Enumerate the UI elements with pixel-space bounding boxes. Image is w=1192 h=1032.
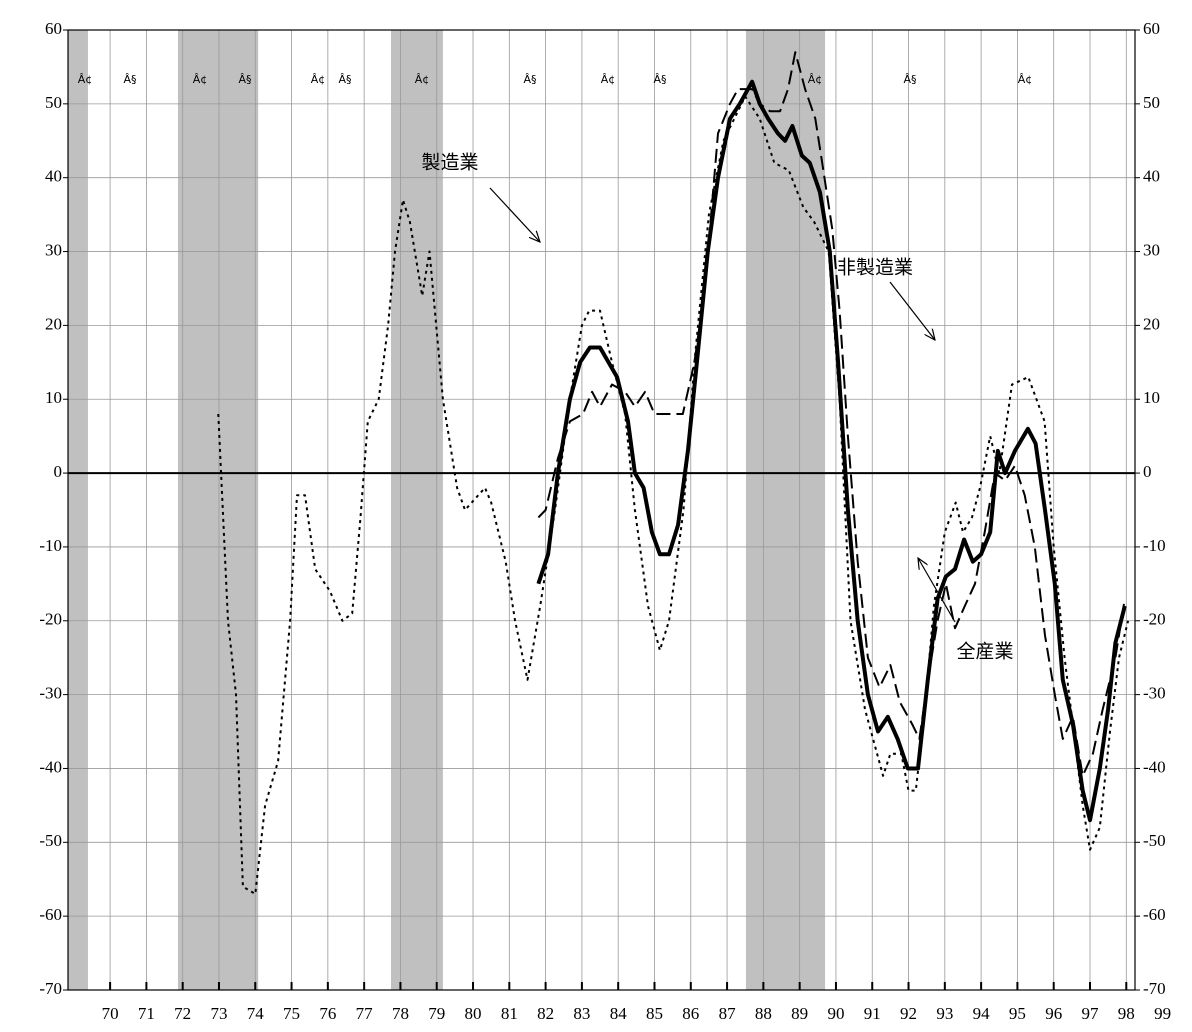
turning-point-label: Â¢ xyxy=(1018,73,1033,86)
x-tick-label: 78 xyxy=(392,1004,409,1023)
x-tick-label: 87 xyxy=(719,1004,737,1023)
turning-point-label: Â¢ xyxy=(415,73,430,86)
shaded-period xyxy=(177,30,259,990)
annotation-arrow xyxy=(889,281,935,340)
x-tick-label: 92 xyxy=(900,1004,917,1023)
series-line xyxy=(217,95,1130,895)
turning-point-label: Â§ xyxy=(338,73,351,86)
y2-tick-label: -50 xyxy=(1143,831,1166,850)
y2-tick-label: -70 xyxy=(1143,979,1166,998)
y2-tick-label: 20 xyxy=(1143,314,1160,333)
x-tick-label: 82 xyxy=(537,1004,554,1023)
shaded-period xyxy=(391,30,443,990)
x-tick-label: 86 xyxy=(682,1004,699,1023)
turning-point-label: Â¢ xyxy=(78,73,93,86)
y-tick-label: 40 xyxy=(45,167,62,186)
y-tick-label: -70 xyxy=(39,979,62,998)
y-tick-label: 50 xyxy=(45,93,62,112)
turning-point-label: Â¢ xyxy=(311,73,326,86)
x-tick-label: 85 xyxy=(646,1004,663,1023)
y2-tick-label: -30 xyxy=(1143,684,1166,703)
turning-point-label: Â¢ xyxy=(601,73,616,86)
series-line xyxy=(536,79,1127,823)
x-tick-label: 79 xyxy=(428,1004,445,1023)
x-tick-label: 90 xyxy=(827,1004,844,1023)
x-tick-label: 99 xyxy=(1154,1004,1171,1023)
x-tick-label: 97 xyxy=(1081,1004,1099,1023)
x-tick-label: 83 xyxy=(573,1004,590,1023)
annotation: 製造業 xyxy=(421,152,478,174)
shaded-period xyxy=(68,30,88,990)
plot-frame xyxy=(67,29,1136,991)
y2-tick-label: -20 xyxy=(1143,610,1166,629)
x-tick-label: 96 xyxy=(1045,1004,1062,1023)
x-tick-label: 89 xyxy=(791,1004,808,1023)
annotation: 全産業 xyxy=(956,641,1013,663)
x-tick-label: 91 xyxy=(864,1004,881,1023)
x-tick-label: 81 xyxy=(501,1004,518,1023)
shaded-period xyxy=(745,30,826,990)
y-tick-label: -40 xyxy=(39,757,62,776)
annotation-arrow xyxy=(489,187,540,242)
x-tick-label: 98 xyxy=(1118,1004,1135,1023)
turning-point-label: Â§ xyxy=(903,73,916,86)
x-tick-label: 75 xyxy=(283,1004,300,1023)
y-tick-label: -10 xyxy=(39,536,62,555)
x-tick-label: 76 xyxy=(319,1004,336,1023)
y2-tick-label: -40 xyxy=(1143,757,1166,776)
y-tick-label: 0 xyxy=(54,462,63,481)
y-tick-label: -20 xyxy=(39,610,62,629)
x-tick-label: 73 xyxy=(210,1004,227,1023)
y-tick-label: 20 xyxy=(45,314,62,333)
x-tick-label: 77 xyxy=(356,1004,374,1023)
y-tick-label: 10 xyxy=(45,388,62,407)
y2-tick-label: 40 xyxy=(1143,167,1160,186)
x-tick-label: 71 xyxy=(138,1004,155,1023)
y2-tick-label: 50 xyxy=(1143,93,1160,112)
turning-point-label: Â¢ xyxy=(193,73,208,86)
turning-point-label: Â¢ xyxy=(808,73,823,86)
series-line xyxy=(537,51,1126,777)
y-tick-label: 30 xyxy=(45,240,62,259)
y2-tick-label: 30 xyxy=(1143,240,1160,259)
x-tick-label: 80 xyxy=(465,1004,482,1023)
x-tick-label: 84 xyxy=(610,1004,628,1023)
turning-point-label: Â§ xyxy=(653,73,666,86)
x-tick-label: 74 xyxy=(247,1004,265,1023)
turning-point-label: Â§ xyxy=(523,73,536,86)
y2-tick-label: 0 xyxy=(1143,462,1152,481)
x-tick-label: 72 xyxy=(174,1004,191,1023)
y2-tick-label: -10 xyxy=(1143,536,1166,555)
y2-tick-label: -60 xyxy=(1143,905,1166,924)
x-tick-label: 88 xyxy=(755,1004,772,1023)
y2-tick-label: 60 xyxy=(1143,19,1160,38)
x-tick-label: 94 xyxy=(973,1004,991,1023)
annotation: 非製造業 xyxy=(837,257,913,279)
y2-tick-label: 10 xyxy=(1143,388,1160,407)
x-tick-label: 70 xyxy=(102,1004,119,1023)
y-tick-label: 60 xyxy=(45,19,62,38)
turning-point-label: Â§ xyxy=(123,73,136,86)
turning-point-label: Â§ xyxy=(238,73,251,86)
annotation-arrow xyxy=(918,558,956,623)
x-tick-label: 95 xyxy=(1009,1004,1026,1023)
x-tick-label: 93 xyxy=(936,1004,953,1023)
y-tick-label: -30 xyxy=(39,684,62,703)
y-tick-label: -50 xyxy=(39,831,62,850)
y-tick-label: -60 xyxy=(39,905,62,924)
